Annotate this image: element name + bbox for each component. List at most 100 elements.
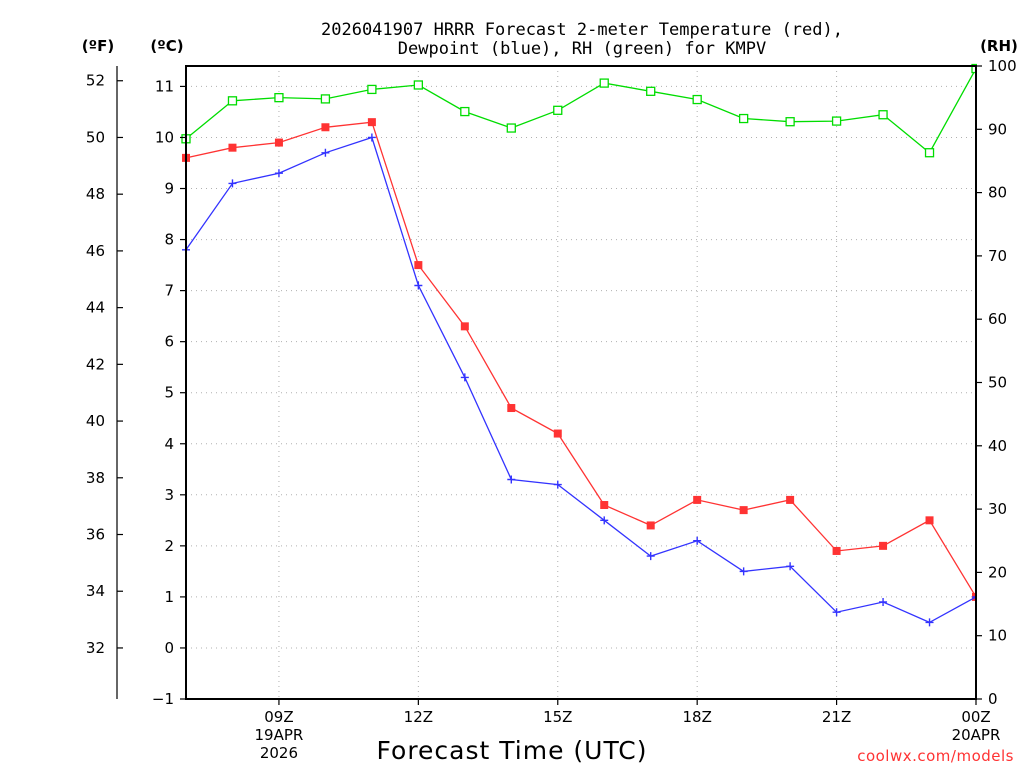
- rh-point: [413, 80, 424, 90]
- fahrenheit-tick-label: 34: [86, 582, 105, 600]
- temperature-point: [739, 506, 748, 515]
- celsius-tick-label: 0: [164, 639, 174, 657]
- series-rh: [181, 63, 1024, 158]
- temperature-point: [507, 404, 516, 413]
- fahrenheit-tick-label: 44: [86, 299, 105, 317]
- rh-tick-label: 50: [988, 374, 1007, 392]
- fahrenheit-tick-label: 48: [86, 185, 105, 203]
- rh-tick-label: 100: [988, 57, 1017, 75]
- x-tick-label: 21Z: [822, 708, 851, 726]
- rh-unit-label: (RH): [980, 37, 1018, 55]
- celsius-tick-label: 3: [164, 486, 174, 504]
- temperature-point: [646, 521, 655, 530]
- temperature-point: [228, 143, 237, 152]
- rh-tick-label: 30: [988, 500, 1007, 518]
- dewpoint-point: [553, 480, 562, 489]
- dewpoint-point: [460, 373, 469, 382]
- x-tick-label: 09Z: [264, 708, 293, 726]
- rh-point: [367, 84, 377, 95]
- celsius-tick-label: 7: [164, 282, 174, 300]
- rh-tick-label: 40: [988, 437, 1007, 455]
- x-tick-label: 00Z: [961, 708, 990, 726]
- dewpoint-point: [879, 598, 888, 607]
- celsius-unit-label: (ºC): [150, 37, 183, 55]
- rh-point: [553, 105, 563, 115]
- fahrenheit-tick-label: 42: [86, 355, 105, 373]
- axes: −101234567891011323436384042444648505201…: [86, 57, 1017, 762]
- fahrenheit-tick-label: 38: [86, 469, 105, 487]
- dewpoint-point: [507, 475, 516, 484]
- rh-point: [831, 116, 842, 126]
- temperature-point: [274, 138, 283, 147]
- dewpoint-point: [786, 562, 795, 571]
- gridlines: [186, 66, 977, 699]
- dewpoint-point: [228, 179, 237, 188]
- fahrenheit-tick-label: 50: [86, 128, 105, 146]
- rh-tick-label: 90: [988, 120, 1007, 138]
- dewpoint-point: [321, 148, 330, 157]
- rh-point: [785, 117, 795, 127]
- chart-title-line1: 2026041907 HRRR Forecast 2-meter Tempera…: [321, 20, 843, 40]
- dewpoint-point: [414, 281, 423, 290]
- dewpoint-point: [367, 133, 376, 142]
- rh-point: [646, 86, 656, 96]
- x-axis-label: Forecast Time (UTC): [377, 736, 648, 765]
- celsius-tick-label: 1: [164, 588, 174, 606]
- celsius-tick-label: 10: [155, 128, 174, 146]
- celsius-tick-label: 9: [164, 180, 174, 198]
- rh-tick-label: 60: [988, 310, 1007, 328]
- celsius-tick-label: 6: [164, 333, 174, 351]
- temperature-point: [693, 495, 702, 504]
- rh-tick-label: 10: [988, 627, 1007, 645]
- plot-frame: [185, 65, 977, 700]
- fahrenheit-tick-label: 46: [86, 242, 105, 260]
- rh-point: [924, 148, 935, 158]
- chart-title-line2: Dewpoint (blue), RH (green) for KMPV: [398, 39, 766, 59]
- temperature-line: [185, 121, 977, 598]
- rh-point: [227, 96, 238, 106]
- series-layer: [181, 63, 1024, 652]
- temperature-point: [321, 123, 330, 132]
- celsius-tick-label: 8: [164, 231, 174, 249]
- series-temperature: [182, 118, 977, 601]
- x-tick-label: 19APR: [255, 726, 304, 744]
- fahrenheit-unit-label: (ºF): [82, 37, 114, 55]
- temperature-point: [414, 261, 423, 270]
- x-tick-label: 12Z: [404, 708, 433, 726]
- temperature-point: [925, 516, 934, 525]
- celsius-tick-label: 11: [155, 77, 174, 95]
- rh-point: [692, 94, 702, 105]
- rh-point: [506, 123, 516, 133]
- celsius-tick-label: 4: [164, 435, 174, 453]
- dewpoint-point: [274, 169, 283, 178]
- dewpoint-point: [646, 552, 655, 561]
- dewpoint-point: [832, 608, 841, 617]
- dewpoint-point: [693, 536, 702, 545]
- rh-tick-label: 0: [988, 690, 998, 708]
- fahrenheit-tick-label: 40: [86, 412, 105, 430]
- rh-point: [460, 106, 470, 117]
- rh-point: [320, 94, 331, 104]
- celsius-tick-label: −1: [152, 690, 174, 708]
- temperature-point: [460, 322, 469, 331]
- rh-tick-label: 20: [988, 563, 1007, 581]
- temperature-point: [553, 429, 562, 438]
- rh-point: [599, 78, 609, 88]
- temperature-point: [832, 546, 841, 555]
- rh-point: [1018, 119, 1024, 127]
- x-tick-label: 15Z: [543, 708, 572, 726]
- x-tick-label: 2026: [260, 744, 298, 762]
- rh-point: [878, 110, 888, 120]
- celsius-tick-label: 5: [164, 384, 174, 402]
- dewpoint-point: [739, 567, 748, 576]
- rh-tick-label: 70: [988, 247, 1007, 265]
- series-dewpoint: [182, 133, 1024, 652]
- x-tick-label: 20APR: [952, 726, 1001, 744]
- fahrenheit-tick-label: 36: [86, 526, 105, 544]
- celsius-tick-label: 2: [164, 537, 174, 555]
- credit-text: coolwx.com/models: [857, 747, 1014, 765]
- rh-point: [274, 93, 284, 103]
- dewpoint-point: [1018, 644, 1024, 652]
- x-tick-label: 18Z: [682, 708, 711, 726]
